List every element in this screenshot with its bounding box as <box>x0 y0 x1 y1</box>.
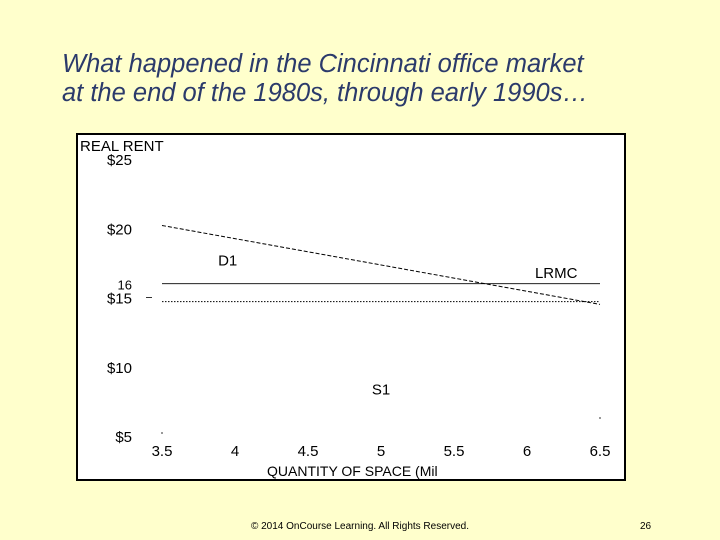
x-tick-label: 6 <box>523 443 531 460</box>
slide-title-line-1: What happened in the Cincinnati office m… <box>62 50 584 78</box>
slide-page-number: 26 <box>640 521 652 532</box>
x-tick-label: 5 <box>377 443 385 460</box>
y-tick-label: $5 <box>115 429 132 446</box>
slide-title: What happened in the Cincinnati office m… <box>62 50 682 108</box>
annotation-lrmc: LRMC <box>535 265 578 282</box>
y-tick-label: $15 <box>107 291 132 308</box>
x-axis-label: QUANTITY OF SPACE (Mil <box>267 463 438 479</box>
series-d1-line <box>161 224 601 305</box>
y-tick-label: $20 <box>107 221 132 238</box>
x-tick-label: 4.5 <box>298 443 319 460</box>
x-tick-label: 3.5 <box>152 443 173 460</box>
y-tick-label-16: 16 <box>118 278 132 293</box>
x-tick-label: 4 <box>231 443 239 460</box>
slide-title-line-2: at the end of the 1980s, through early 1… <box>62 79 588 107</box>
y-axis-label: REAL RENT <box>80 138 164 155</box>
chart: REAL RENT QUANTITY OF SPACE (Mil $25 $20 $… <box>80 138 611 479</box>
y-tick-label: $10 <box>107 360 132 377</box>
chart-frame: REAL RENT QUANTITY OF SPACE (Mil $25 $20 $… <box>76 133 626 481</box>
x-tick-label: 6.5 <box>590 443 611 460</box>
annotation-s1: S1 <box>372 381 390 398</box>
x-tick-label: 5.5 <box>444 443 465 460</box>
annotation-d1: D1 <box>218 253 237 270</box>
footer-copyright: © 2014 OnCourse Learning. All Rights Res… <box>250 521 470 532</box>
y-tick-label: $25 <box>107 152 132 169</box>
